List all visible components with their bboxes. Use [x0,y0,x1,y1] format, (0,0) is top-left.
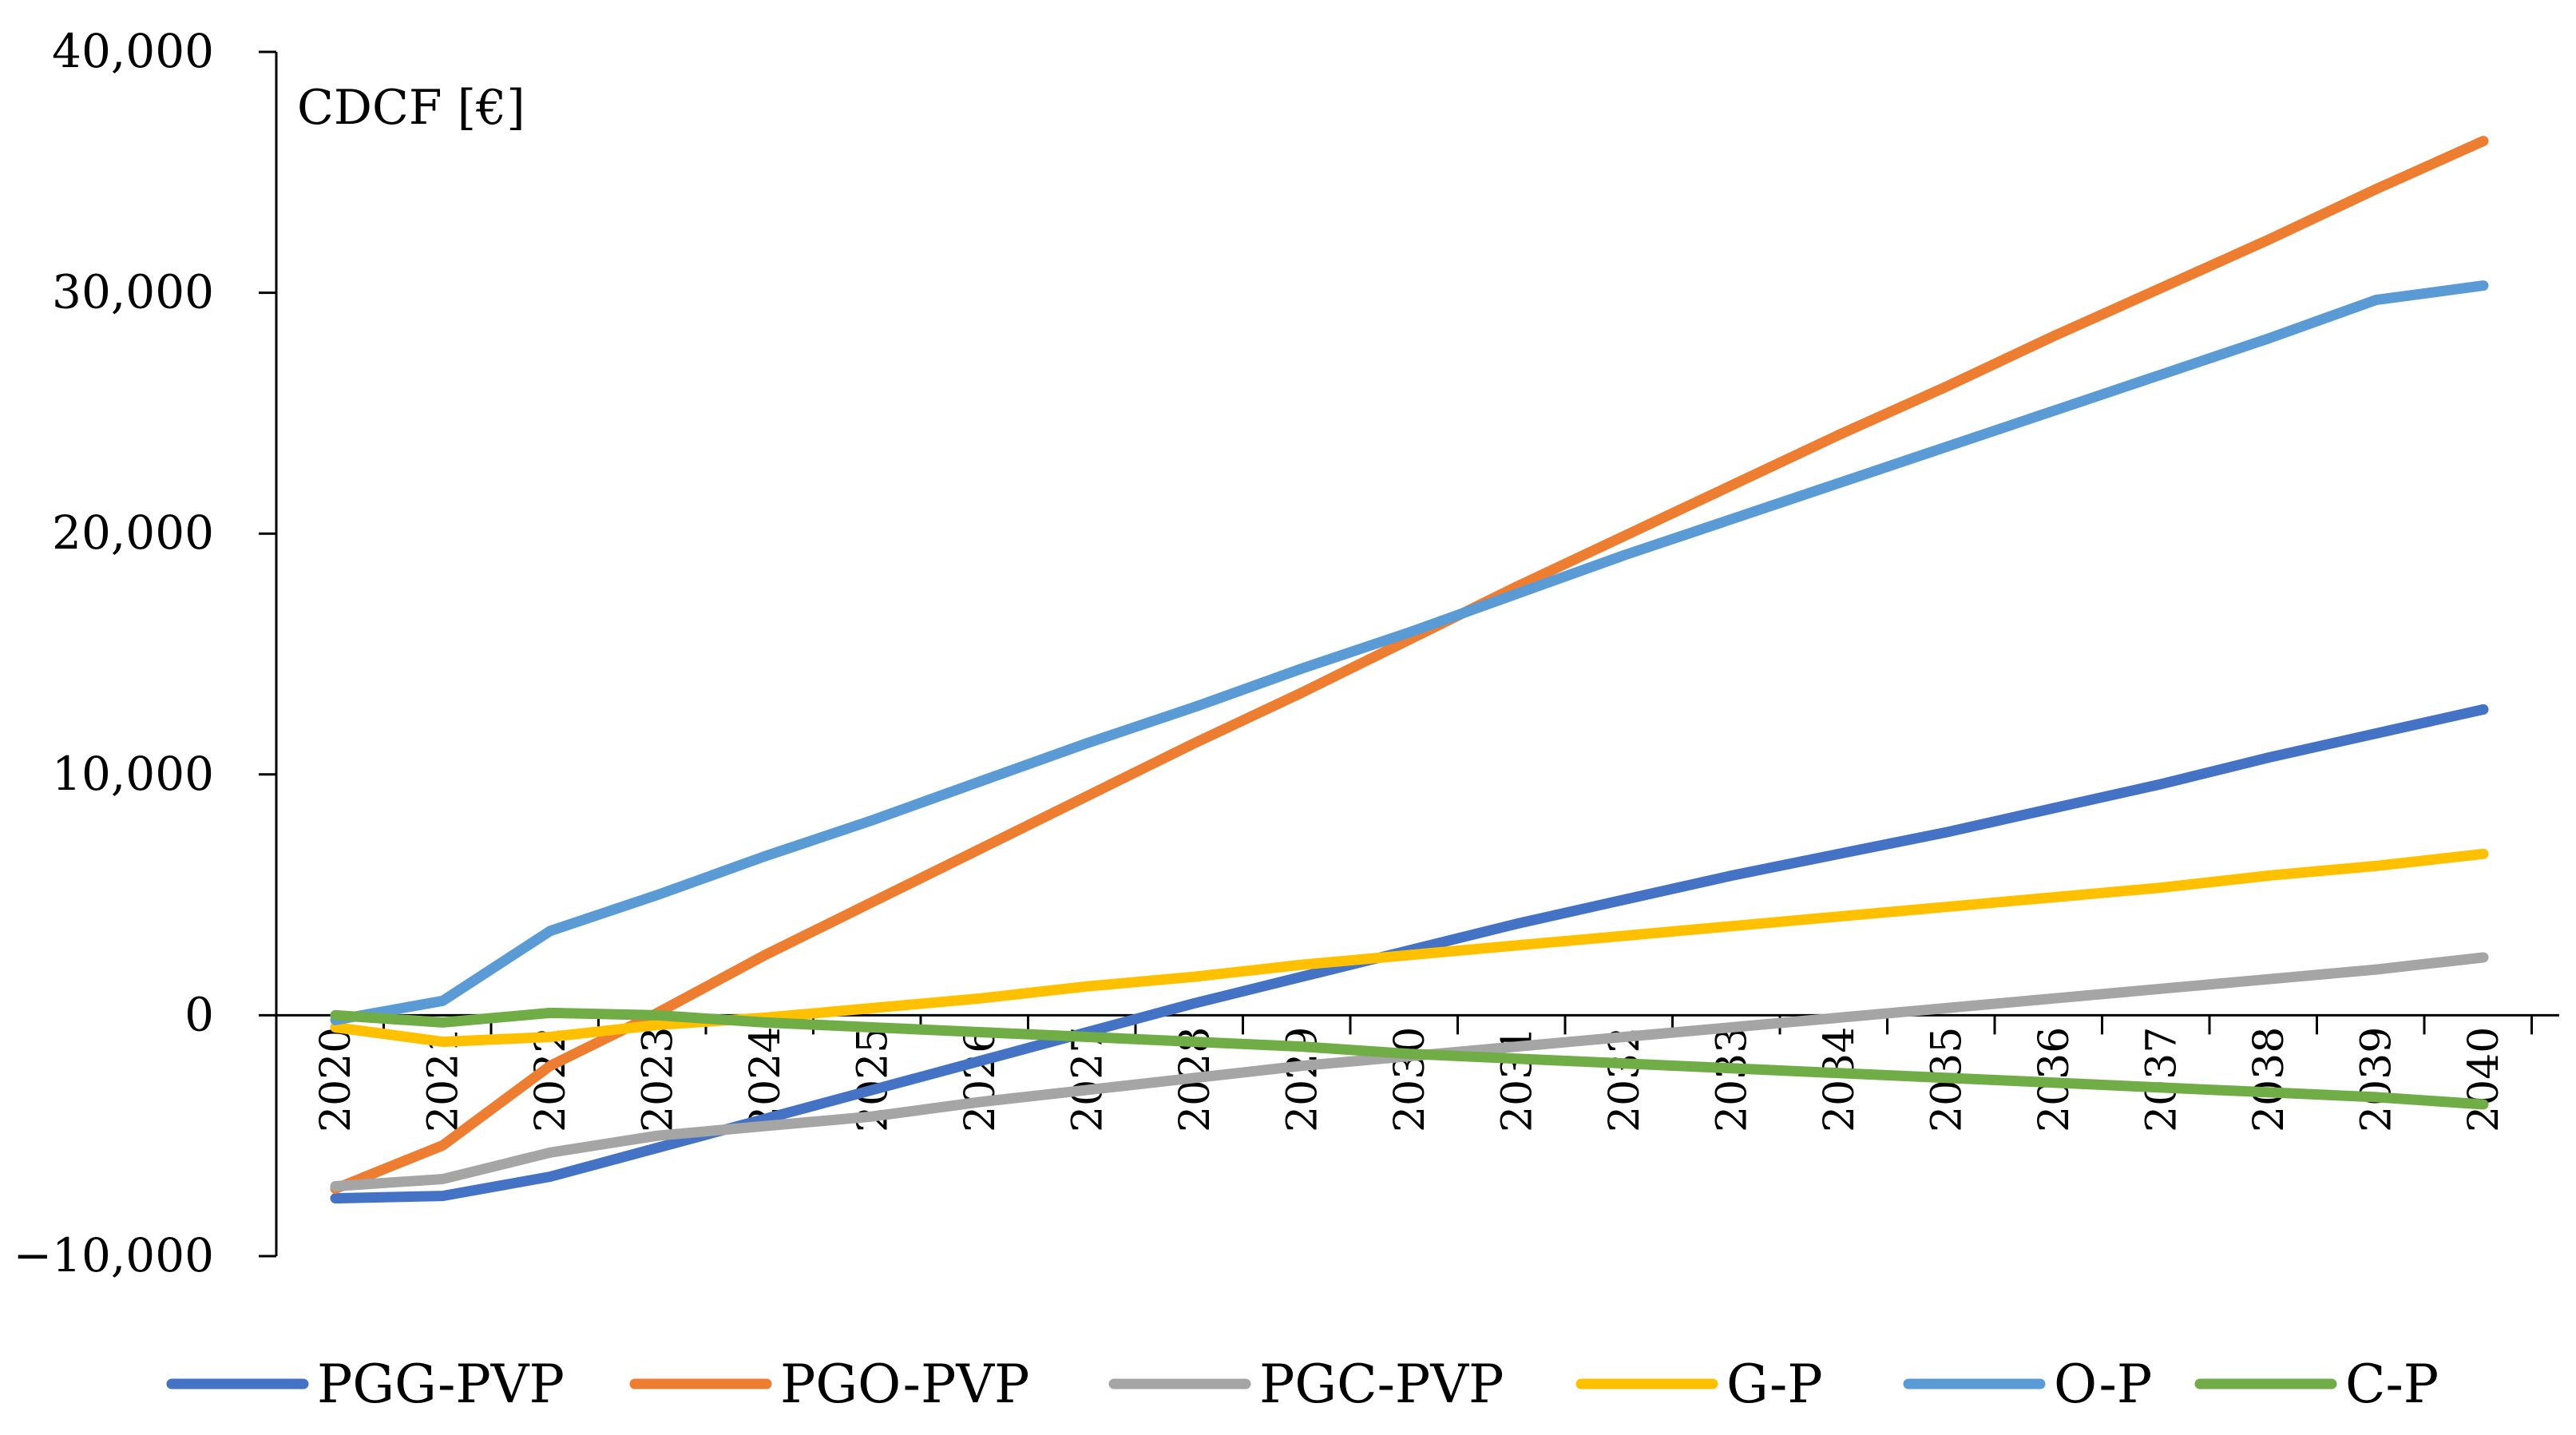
legend-label-pgo-pvp: PGO-PVP [780,1354,1029,1415]
y-tick-label: 30,000 [52,265,214,319]
x-tick-label: 2026 [957,1027,1005,1132]
x-tick-label: 2033 [1709,1027,1757,1132]
y-tick-label: −10,000 [13,1228,214,1282]
legend: PGG-PVP PGO-PVP PGC-PVP G-P O-P C-P [166,1354,2439,1415]
y-tick-label: 20,000 [52,505,214,560]
y-tick-label: 10,000 [52,747,214,801]
y-tick-label: 40,000 [52,24,214,78]
x-tick-label: 2032 [1601,1027,1649,1132]
series-line-o-p [330,280,2489,1025]
y-tick-label: 0 [184,987,214,1041]
series-layer [330,136,2489,1204]
legend-label-pgc-pvp: PGC-PVP [1259,1354,1504,1415]
series-line-c-p [330,1007,2489,1110]
legend-label-o-p: O-P [2054,1354,2152,1415]
x-tick-label: 2020 [312,1027,360,1132]
x-tick-label: 2027 [1064,1027,1112,1132]
series-line-pgo-pvp [330,136,2489,1195]
legend-label-g-p: G-P [1726,1354,1823,1415]
legend-label-c-p: C-P [2345,1354,2439,1415]
x-tick-label: 2039 [2353,1027,2401,1132]
legend-label-pgg-pvp: PGG-PVP [317,1354,565,1415]
x-tick-label: 2040 [2460,1027,2508,1132]
x-tick-label: 2034 [1816,1027,1864,1132]
y-axis-label: CDCF [€] [297,80,525,136]
x-tick-label: 2030 [1386,1027,1434,1132]
x-tick-label: 2023 [635,1027,683,1132]
x-tick-label: 2037 [2138,1027,2186,1132]
x-tick-label: 2038 [2245,1027,2293,1132]
